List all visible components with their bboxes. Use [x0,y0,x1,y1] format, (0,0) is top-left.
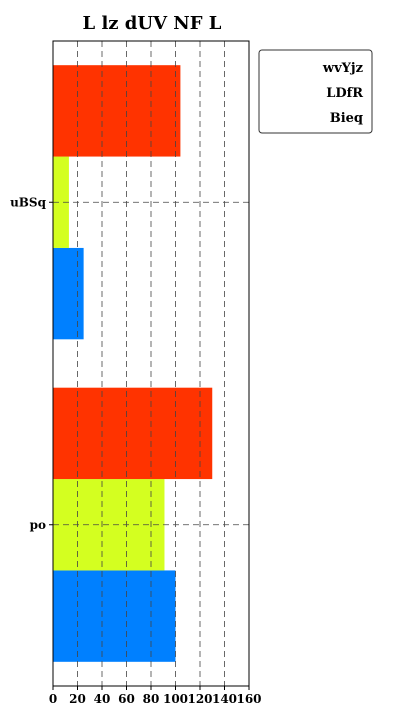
chart-title: L lz dUV NF L [83,13,222,34]
legend-label: wvYjz [322,61,363,76]
y-tick-label: po [30,518,46,532]
legend: wvYjz LDfR Bieq [258,49,373,134]
bar-LDfR-uBSq [53,156,69,248]
plot-area: 0 20 40 60 80 100 120 140 160 uBSq po [10,40,262,706]
bar-wvYjz-uBSq [53,247,84,340]
y-tick-label: uBSq [10,195,47,209]
x-tick-label: 160 [236,692,261,706]
x-tick-label: 20 [69,692,86,706]
x-tick-label: 60 [118,692,135,706]
bar-wvYjz-po [53,570,176,662]
x-tick-label: 120 [187,692,212,706]
x-tick-label: 80 [143,692,160,706]
legend-label: Bieq [330,111,363,126]
x-tick-label: 40 [94,692,111,706]
legend-box [258,49,373,134]
legend-label: LDfR [326,86,363,101]
bar-Bieq-po [53,387,213,480]
x-tick-label: 140 [212,692,237,706]
x-tick-label: 100 [163,692,188,706]
bar-Bieq-uBSq [53,65,181,157]
x-tick-label: 0 [49,692,57,706]
